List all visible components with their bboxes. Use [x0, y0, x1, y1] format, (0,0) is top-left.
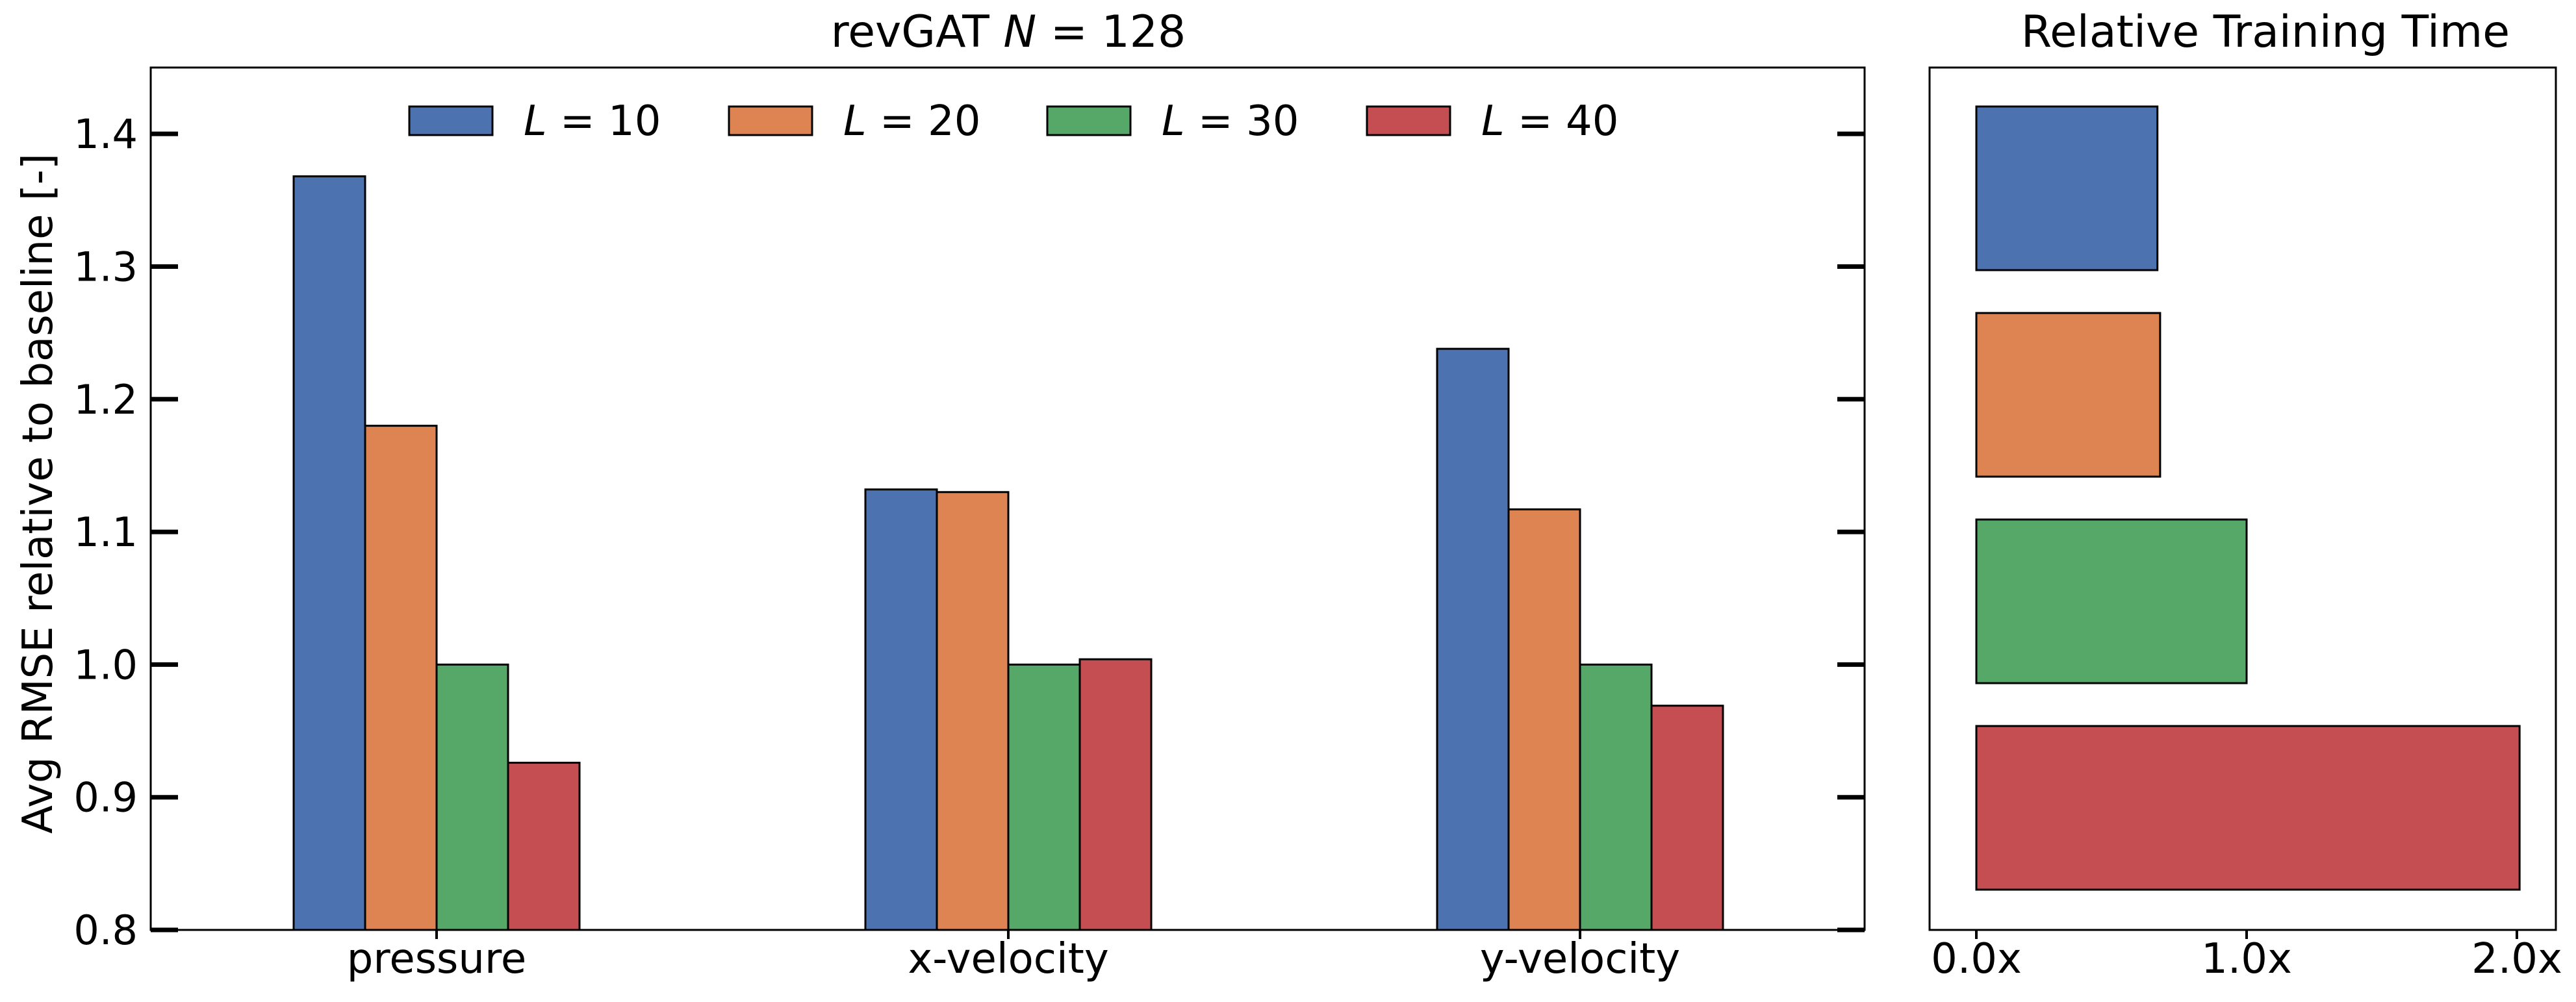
- bar-pressure-series-4: [507, 762, 581, 931]
- legend-swatch-series-2: [728, 105, 813, 136]
- bar-pressure-series-1: [292, 175, 366, 931]
- legend: L = 10 L = 20 L = 30 L = 40: [408, 97, 1618, 145]
- x-tick-label-time: 2.0x: [2471, 935, 2562, 983]
- rmse-plot-frame: [149, 66, 1866, 931]
- bar-x-velocity-series-1: [864, 488, 938, 931]
- legend-swatch-series-3: [1046, 105, 1132, 136]
- x-axis-ticks: pressure x-velocity y-velocity: [347, 930, 1680, 983]
- x-tick-label-time: 0.0x: [1931, 935, 2022, 983]
- x-tick-label: pressure: [347, 935, 526, 983]
- bar-pressure-series-3: [435, 663, 509, 931]
- x-tick-label-time: 1.0x: [2201, 935, 2292, 983]
- bar-x-velocity-series-3: [1007, 663, 1081, 931]
- y-tick-label: 1.4: [73, 110, 138, 158]
- y-axis-ticks: 0.8 0.9 1.0 1.1 1.2 1.3 1.4: [73, 110, 1865, 954]
- bar-y-velocity-series-3: [1579, 663, 1653, 931]
- training-time-title: Relative Training Time: [2021, 6, 2510, 58]
- legend-label-value: = 20: [867, 97, 981, 145]
- training-time-bar-series-2: [1975, 312, 2162, 478]
- legend-label-series-4: L = 40: [1481, 97, 1618, 145]
- legend-label-series-1: L = 10: [524, 97, 661, 145]
- training-time-bar-series-1: [1975, 105, 2159, 271]
- training-time-chart: Relative Training Time 0.0x 1.0x 2.0x: [1928, 6, 2562, 983]
- legend-label-var: L: [1162, 97, 1185, 145]
- training-time-plot-frame: [1928, 66, 2557, 931]
- x-tick-label: y-velocity: [1480, 935, 1680, 983]
- training-time-bar-series-3: [1975, 518, 2248, 684]
- rmse-chart-title: revGAT N = 128: [831, 6, 1186, 58]
- bar-x-velocity-series-4: [1078, 658, 1153, 931]
- bar-y-velocity-series-4: [1650, 705, 1724, 931]
- legend-label-value: = 40: [1505, 97, 1619, 145]
- y-tick-label: 1.1: [73, 508, 138, 556]
- y-tick-label: 1.0: [73, 641, 138, 688]
- legend-label-value: = 30: [1185, 97, 1299, 145]
- bar-y-velocity-series-2: [1507, 508, 1581, 931]
- legend-label-value: = 10: [547, 97, 661, 145]
- y-tick-label: 0.8: [73, 907, 138, 954]
- legend-swatch-series-1: [408, 105, 494, 136]
- x-tick-label: x-velocity: [908, 935, 1108, 983]
- bar-x-velocity-series-2: [936, 491, 1010, 931]
- legend-label-var: L: [524, 97, 547, 145]
- hbar-group: [1975, 105, 2521, 891]
- y-axis-label: Avg RMSE relative to baseline [-]: [14, 153, 62, 834]
- y-tick-label: 0.9: [73, 774, 138, 821]
- y-tick-label: 1.2: [73, 376, 138, 423]
- rmse-chart: revGAT N = 128 Avg RMSE relative to base…: [14, 6, 1866, 983]
- training-time-bar-series-4: [1975, 725, 2521, 891]
- legend-swatch-series-4: [1366, 105, 1451, 136]
- bar-pressure-series-2: [364, 425, 438, 931]
- x-axis-ticks-time: 0.0x 1.0x 2.0x: [1931, 930, 2562, 983]
- legend-label-var: L: [843, 97, 867, 145]
- y-tick-label: 1.3: [73, 243, 138, 290]
- legend-label-var: L: [1481, 97, 1505, 145]
- bar-group: [292, 175, 1724, 931]
- legend-label-series-3: L = 30: [1162, 97, 1299, 145]
- legend-label-series-2: L = 20: [843, 97, 980, 145]
- bar-y-velocity-series-1: [1436, 347, 1510, 931]
